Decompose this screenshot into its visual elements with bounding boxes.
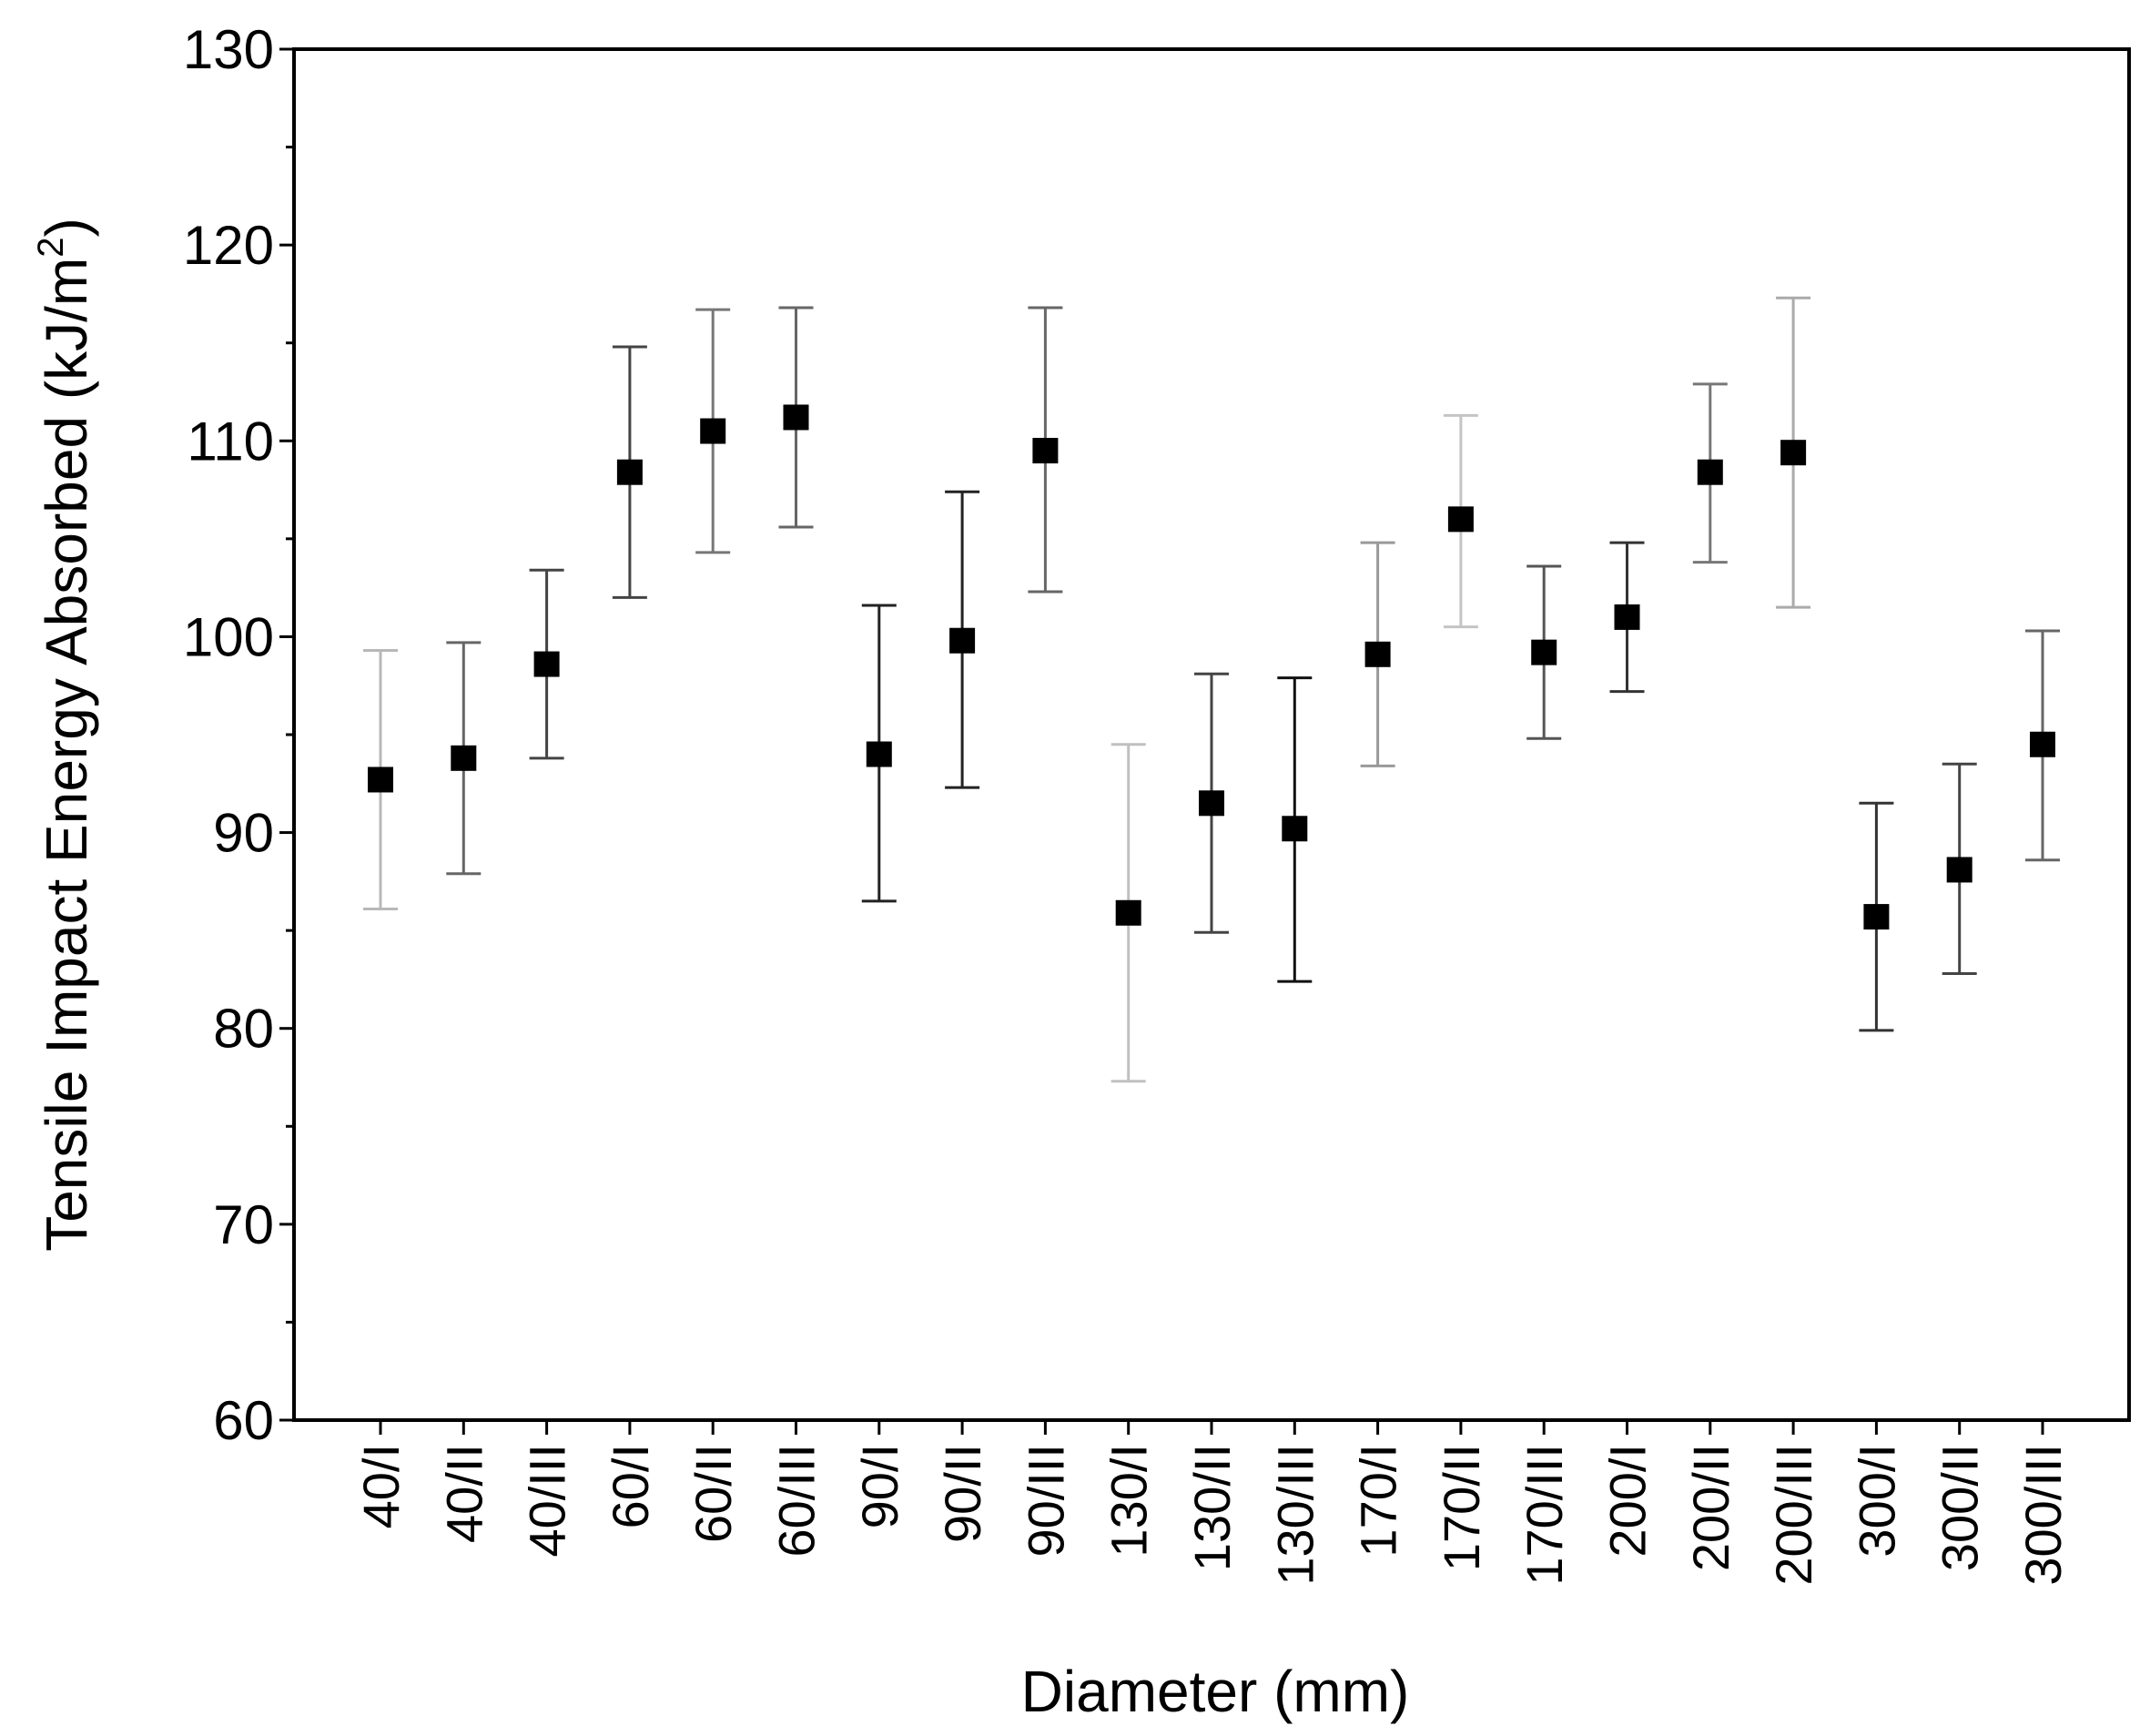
- x-tick-label: 300/II: [1932, 1444, 1989, 1571]
- x-tick-label: 90/III: [1017, 1444, 1074, 1558]
- x-axis-title: Diameter (mm): [1021, 1659, 1410, 1724]
- data-point: [1199, 790, 1224, 817]
- x-tick-label: 40/I: [352, 1444, 410, 1528]
- y-tick-label: 70: [213, 1194, 274, 1255]
- x-tick-label: 130/I: [1100, 1444, 1158, 1558]
- error-bars: [363, 296, 2060, 1083]
- x-tick-label: 170/I: [1350, 1444, 1407, 1558]
- y-axis-title-main: Tensile Impact Energy Absorbed (kJ/m: [34, 258, 99, 1252]
- x-tick-label: 60/II: [685, 1444, 742, 1543]
- data-point: [1780, 440, 1807, 466]
- y-axis-title-close: ): [34, 218, 99, 237]
- x-tick-label: 90/II: [934, 1444, 991, 1543]
- x-tick-label: 200/III: [1765, 1444, 1822, 1586]
- x-tick-label: 60/I: [602, 1444, 659, 1528]
- y-tick-label: 110: [187, 411, 274, 472]
- x-tick-label: 40/III: [519, 1444, 576, 1558]
- x-tick-label: 60/III: [768, 1444, 826, 1558]
- y-tick-label: 100: [183, 606, 274, 667]
- x-tick-label: 90/I: [851, 1444, 908, 1528]
- data-point: [949, 627, 976, 654]
- data-point: [866, 741, 892, 767]
- data-point: [451, 745, 477, 771]
- y-axis-title: Tensile Impact Energy Absorbed (kJ/m2): [31, 218, 99, 1252]
- data-point: [368, 766, 393, 793]
- plot-frame: [292, 47, 2131, 1422]
- y-tick-label: 80: [213, 999, 274, 1060]
- x-tick-label: 170/II: [1433, 1444, 1490, 1571]
- data-point: [1282, 816, 1308, 842]
- x-tick-label: 300/III: [2014, 1444, 2072, 1586]
- data-point: [1863, 904, 1890, 930]
- y-tick-label: 120: [183, 215, 274, 276]
- x-tick-label: 200/I: [1599, 1444, 1657, 1558]
- data-point: [533, 651, 560, 677]
- x-tick-label: 170/III: [1516, 1444, 1573, 1586]
- y-axis: 60 70 80 90 100 110 120 130: [183, 19, 294, 1451]
- y-tick-label: 60: [213, 1390, 274, 1451]
- data-point: [1364, 641, 1391, 667]
- x-tick-label: 130/II: [1183, 1444, 1241, 1571]
- data-point: [1032, 438, 1059, 464]
- x-tick-label: 300/I: [1848, 1444, 1905, 1558]
- data-point: [1531, 639, 1557, 665]
- x-tick-label: 130/III: [1266, 1444, 1323, 1586]
- data-point: [1614, 604, 1640, 630]
- data-point: [1115, 899, 1141, 926]
- y-tick-label: 90: [213, 803, 274, 864]
- y-axis-title-superscript: 2: [31, 238, 71, 258]
- data-point: [1946, 857, 1973, 883]
- y-tick-label: 130: [183, 19, 274, 80]
- x-tick-label: 200/II: [1682, 1444, 1739, 1571]
- data-point: [700, 418, 726, 444]
- data-markers: [368, 404, 2055, 930]
- x-axis: 40/I 40/II 40/III 60/I 60/II 60/III 90/I 90/II 9…: [352, 1420, 2072, 1586]
- data-point: [1447, 506, 1474, 533]
- x-tick-label: 40/II: [435, 1444, 492, 1543]
- data-point: [2030, 731, 2055, 757]
- data-point: [1697, 459, 1723, 485]
- data-point: [616, 459, 643, 485]
- data-point: [783, 404, 809, 431]
